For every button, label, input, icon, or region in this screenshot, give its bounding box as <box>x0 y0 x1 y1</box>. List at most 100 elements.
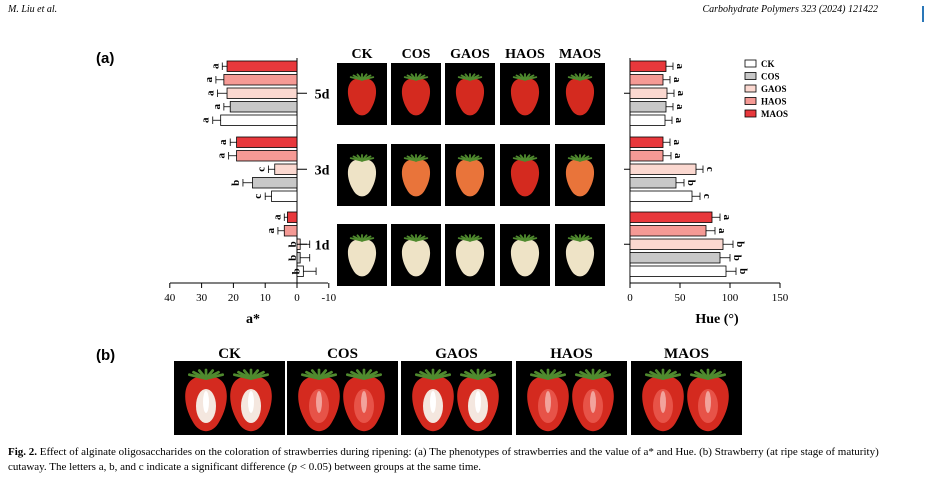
cutaway-core <box>430 391 436 413</box>
legend-swatch-HAOS <box>744 97 757 105</box>
legend-swatch-CK <box>744 59 757 68</box>
legend-label-MAOS: MAOS <box>761 109 788 119</box>
cutaway-core <box>475 391 481 413</box>
cutaway-core <box>705 391 711 413</box>
cutaway-half-MAOS-2 <box>687 368 729 432</box>
hue-bar-5d-COS <box>629 101 667 113</box>
strawberry-3d-GAOS <box>455 154 485 197</box>
hue-sig-letter: a <box>716 228 728 234</box>
a-star-sig-letter: a <box>205 90 217 96</box>
hue-sig-letter: a <box>672 153 684 159</box>
treatment-label-GAOS: GAOS <box>450 47 490 62</box>
cutaway-label-CK: CK <box>218 346 241 362</box>
strawberry-body <box>455 78 485 116</box>
hue-tick-label: 0 <box>627 292 633 304</box>
cutaway-label-MAOS: MAOS <box>664 346 709 362</box>
a-star-tick-label: -10 <box>321 292 336 304</box>
treatment-label-HAOS: HAOS <box>505 47 545 62</box>
a-star-bar-3d-CK <box>271 190 298 202</box>
strawberry-sepal <box>457 237 471 242</box>
caption-text-1: Effect of alginate oligosaccharides on t… <box>8 446 879 473</box>
a-star-sig-letter: a <box>216 153 228 159</box>
cutaway-photo-row: CK COS GAOS HAOS MAOS <box>174 346 742 435</box>
hue-sig-letter: c <box>704 167 716 172</box>
cutaway-half-GAOS-1 <box>412 368 454 432</box>
strawberry-sepal <box>457 157 471 162</box>
hue-sig-letter: b <box>734 241 746 247</box>
strawberry-3d-HAOS <box>510 154 540 197</box>
a-star-bar-5d-GAOS <box>226 87 298 99</box>
legend-swatch-COS <box>744 72 757 80</box>
treatment-label-COS: COS <box>402 47 431 62</box>
cutaway-label-GAOS: GAOS <box>435 346 478 362</box>
strawberry-body <box>401 78 431 116</box>
day-label-3d: 3d <box>315 163 330 178</box>
a-star-sig-letter: a <box>200 117 212 123</box>
hue-bar-5d-MAOS <box>629 60 667 72</box>
caption-p-symbol: p <box>291 461 298 473</box>
hue-axis-title: Hue (°) <box>695 312 739 327</box>
a-star-bar-5d-MAOS <box>226 60 298 72</box>
a-star-bar-3d-GAOS <box>274 163 298 175</box>
a-star-sig-letter: a <box>265 228 277 234</box>
hue-bar-1d-CK <box>629 265 727 277</box>
legend-swatch-GAOS <box>744 84 757 93</box>
strawberry-1d-CK <box>347 234 377 277</box>
strawberry-5d-COS <box>401 73 431 116</box>
day-label-5d: 5d <box>315 87 330 102</box>
cutaway-half-HAOS-2 <box>572 368 614 432</box>
hue-sig-letter: a <box>671 77 683 83</box>
caption-text-2: < 0.05) between groups at the same time. <box>297 461 482 473</box>
legend-label-HAOS: HAOS <box>761 97 787 107</box>
strawberry-1d-COS <box>401 234 431 277</box>
hue-sig-letter: a <box>674 104 686 110</box>
hue-bar-5d-GAOS <box>629 87 668 99</box>
hue-bar-1d-GAOS <box>629 238 724 250</box>
a-star-sig-letter: b <box>230 180 242 186</box>
strawberry-body <box>510 78 540 116</box>
cutaway-half-HAOS-1 <box>527 368 569 432</box>
a-star-tick-label: 30 <box>196 292 208 304</box>
a-star-sig-letter: c <box>255 167 267 172</box>
hue-sig-letter: c <box>701 194 713 199</box>
strawberry-sepal <box>300 373 321 380</box>
a-star-bar-1d-MAOS <box>287 211 298 223</box>
cutaway-label-HAOS: HAOS <box>550 346 593 362</box>
strawberry-sepal <box>414 373 435 380</box>
hue-sig-letter: a <box>721 215 733 221</box>
legend-swatch-MAOS <box>744 109 757 118</box>
strawberry-3d-COS <box>401 154 431 197</box>
legend-label-GAOS: GAOS <box>761 84 787 94</box>
a-star-sig-letter: a <box>211 104 223 110</box>
cutaway-half-COS-1 <box>298 368 340 432</box>
a-star-bar-1d-HAOS <box>283 225 298 237</box>
hue-bar-3d-CK <box>629 190 693 202</box>
strawberry-sepal <box>567 76 581 81</box>
strawberry-sepal <box>512 157 526 162</box>
a-star-sig-letter: b <box>287 241 299 247</box>
hue-bar-3d-COS <box>629 177 677 189</box>
strawberry-sepal <box>459 373 480 380</box>
a-star-tick-label: 10 <box>260 292 272 304</box>
a-star-sig-letter: b <box>287 255 299 261</box>
cutaway-core <box>203 391 209 413</box>
strawberry-sepal <box>403 237 417 242</box>
hue-sig-letter: a <box>673 118 685 124</box>
strawberry-sepal <box>567 157 581 162</box>
hue-bar-1d-HAOS <box>629 225 707 237</box>
a-star-chart: 40 30 20 10 0 -10 a* a a a a a 5d a a c b c 3d a a b b b 1d <box>164 58 337 327</box>
strawberry-sepal <box>574 373 595 380</box>
a-star-bar-3d-HAOS <box>236 150 298 162</box>
strawberry-sepal <box>349 157 363 162</box>
a-star-sig-letter: c <box>252 194 264 199</box>
cutaway-half-CK-1 <box>185 368 227 432</box>
cutaway-core <box>361 391 367 413</box>
strawberry-body <box>347 239 377 277</box>
strawberry-1d-HAOS <box>510 234 540 277</box>
cutaway-half-CK-2 <box>230 368 272 432</box>
strawberry-sepal <box>529 373 550 380</box>
strawberry-3d-CK <box>347 154 377 197</box>
hue-sig-letter: b <box>685 180 697 186</box>
hue-sig-letter: a <box>671 140 683 146</box>
strawberry-sepal <box>689 373 710 380</box>
